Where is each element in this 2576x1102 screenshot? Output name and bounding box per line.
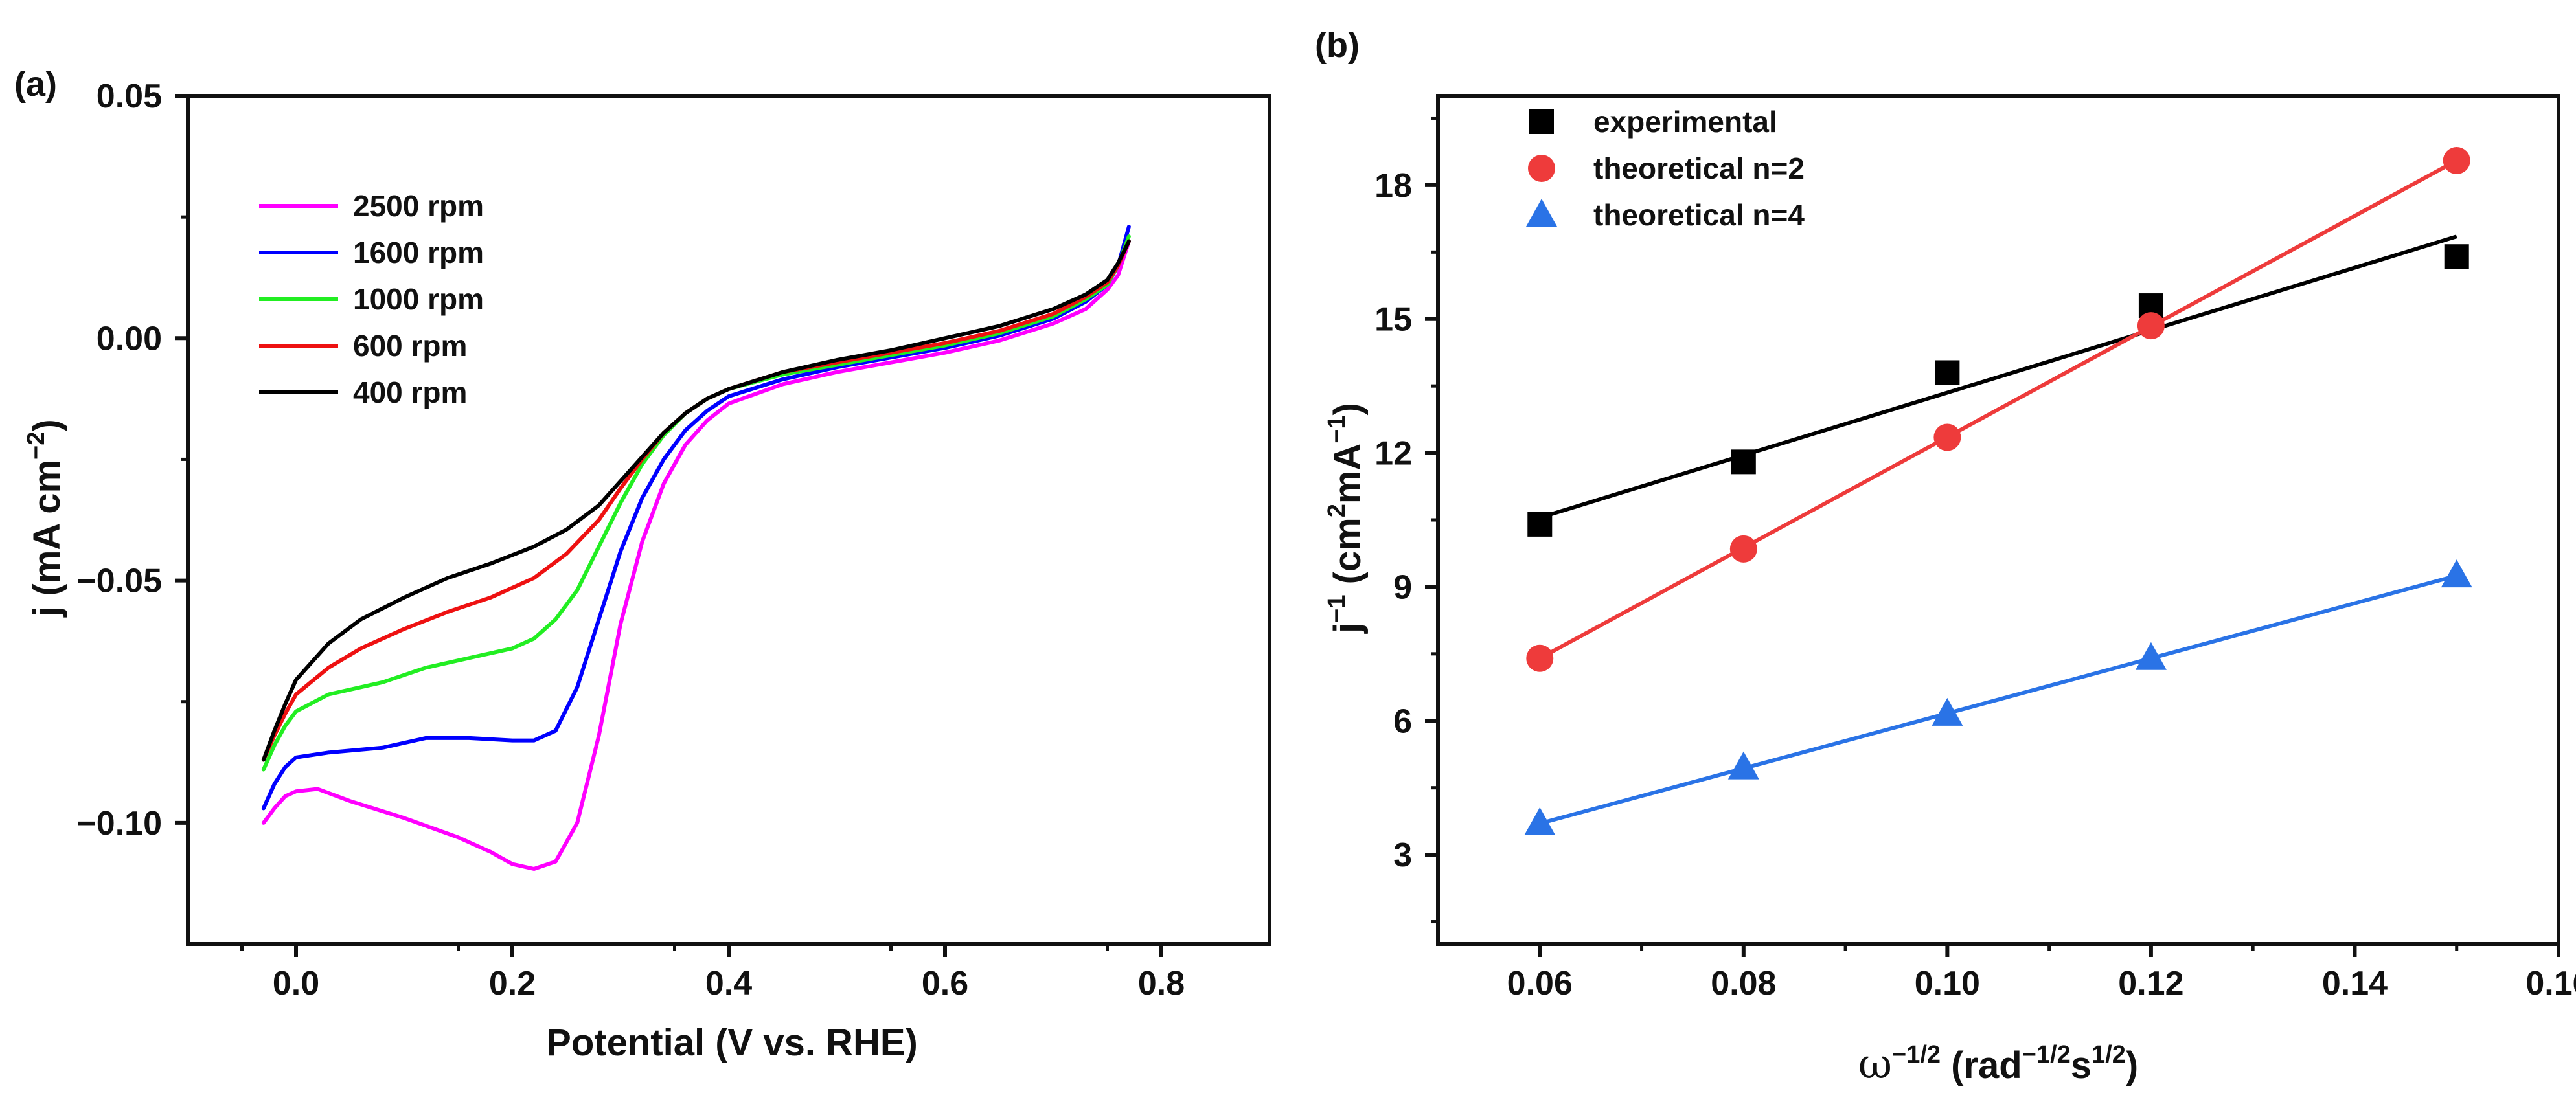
panel-b-y-title-mA-sup: −1 (1323, 415, 1351, 443)
panel-a-ticks: 0.0 0.2 0.4 0.6 0.8 −0.10 −0.05 0.00 0.05 (76, 78, 1185, 1002)
panel-b-point-triangle (2441, 559, 2472, 588)
panel-a-curve-3 (261, 239, 1131, 762)
panel-b-x-title-s-sup: 1/2 (2092, 1041, 2126, 1068)
panel-b-y-title-j: j (1327, 623, 1369, 634)
panel-a-x-tick-label: 0.4 (705, 965, 752, 1002)
panel-b-x-title-omega: ω (1858, 1040, 1892, 1088)
panel-b-x-tick-label: 0.10 (1915, 965, 1980, 1002)
panel-b-x-tick-label: 0.06 (1507, 965, 1573, 1002)
panel-b-y-title-j-sup: −1 (1323, 595, 1351, 623)
panel-a-x-tick-label: 0.6 (922, 965, 968, 1002)
panel-b-fit-line-1 (1538, 159, 2458, 660)
panel-b-point-triangle (1727, 751, 1759, 780)
panel-a-x-tick-label: 0.8 (1138, 965, 1185, 1002)
panel-b-point-square (1935, 360, 1960, 385)
panel-b-point-triangle (2135, 642, 2167, 670)
panel-b-y-tick-label: 18 (1374, 167, 1412, 205)
panel-b-point-circle (1526, 644, 1554, 672)
panel-a-legend-label: 1000 rpm (353, 282, 484, 316)
panel-b-point-circle (2137, 312, 2165, 340)
panel-b-x-tick-label: 0.08 (1711, 965, 1776, 1002)
panel-a-curve-1 (261, 225, 1131, 811)
panel-b-legend-triangle-icon (1526, 199, 1557, 227)
panel-b-x-title-rad-sup: −1/2 (2022, 1041, 2071, 1068)
panel-b-y-title-mA: mA (1327, 444, 1369, 504)
panel-a-y-axis-title: j (mA cm−2) (23, 419, 68, 617)
panel-b-x-title-omega-sup: −1/2 (1892, 1041, 1941, 1068)
panel-b-x-tick-label: 0.14 (2322, 965, 2388, 1002)
panel-a-legend-label: 400 rpm (353, 376, 467, 409)
panel-b-fit-line-2 (1539, 574, 2457, 826)
panel-a-label: (a) (14, 65, 57, 104)
panel-a-y-title-end: ) (26, 419, 68, 431)
panel-a-x-axis-title: Potential (V vs. RHE) (546, 1022, 918, 1064)
panel-a-y-tick-label: −0.10 (76, 805, 162, 842)
panel-b-y-axis-title: j−1 (cm2mA−1) (1323, 403, 1369, 634)
panel-a-y-tick-label: −0.05 (76, 563, 162, 600)
panel-a-series-group (261, 225, 1131, 871)
panel-b-x-tick-label: 0.16 (2525, 965, 2576, 1002)
panel-a-y-title-sup: −2 (23, 432, 50, 460)
panel-b-y-title-cm-sup: 2 (1323, 504, 1351, 517)
panel-a-curve-0 (261, 239, 1131, 871)
panel-b-legend-square-icon (1529, 109, 1554, 134)
panel-b-legend-label: theoretical n=2 (1593, 152, 1805, 185)
panel-b-point-triangle (1524, 807, 1556, 835)
panel-b-x-title-rad: (rad (1941, 1044, 2022, 1086)
panel-b-ticks: 0.06 0.08 0.10 0.12 0.14 0.16 3 6 9 12 15 18 (1374, 116, 2576, 1002)
panel-a-y-tick-label: 0.05 (97, 78, 162, 115)
panel-b-y-tick-label: 6 (1393, 703, 1412, 740)
panel-b-y-tick-label: 12 (1374, 435, 1412, 473)
panel-a-x-tick-label: 0.2 (489, 965, 536, 1002)
panel-b-y-tick-label: 9 (1393, 568, 1412, 606)
panel-b-legend-label: experimental (1593, 105, 1777, 139)
panel-b-point-square (1527, 512, 1553, 537)
panel-a-legend-label: 600 rpm (353, 329, 467, 363)
panel-b-label: (b) (1315, 26, 1360, 65)
panel-b-y-title-cm: (cm (1327, 517, 1369, 594)
panel-b-markers (1524, 146, 2472, 835)
panel-b-legend-circle-icon (1528, 155, 1555, 182)
panel-b-y-title-end: ) (1327, 403, 1369, 415)
panel-b-x-tick-label: 0.12 (2118, 965, 2183, 1002)
panel-a-legend: 2500 rpm 1600 rpm 1000 rpm 600 rpm 400 rpm (259, 189, 484, 409)
panel-b-fit-lines (1538, 159, 2458, 826)
panel-b-point-triangle (1932, 697, 1963, 726)
panel-a-x-tick-label: 0.0 (273, 965, 319, 1002)
panel-b-x-title-end: ) (2126, 1044, 2138, 1086)
panel-a-y-tick-label: 0.00 (97, 320, 162, 357)
panel-b-point-circle (1729, 535, 1757, 563)
panel-a-legend-label: 1600 rpm (353, 236, 484, 269)
panel-b-point-square (1731, 449, 1756, 475)
panel-a: 0.0 0.2 0.4 0.6 0.8 −0.10 −0.05 0.00 0.05 2500 r… (23, 78, 1271, 1064)
panel-b-x-title-s: s (2071, 1044, 2092, 1086)
panel-b-point-circle (1933, 423, 1961, 451)
panel-b-legend-label: theoretical n=4 (1593, 198, 1805, 232)
panel-b-y-tick-label: 3 (1393, 837, 1412, 874)
panel-b-y-tick-label: 15 (1374, 301, 1412, 339)
panel-b-fit-line-0 (1539, 234, 2457, 520)
panel-a-curve-4 (261, 239, 1131, 762)
panel-a-frame (186, 94, 1271, 946)
panel-b-legend: experimental theoretical n=2 theoretical n… (1526, 105, 1805, 232)
panel-b: 0.06 0.08 0.10 0.12 0.14 0.16 3 6 9 12 15 18 experi… (1323, 94, 2576, 1088)
panel-b-x-axis-title: ω−1/2 (rad−1/2s1/2) (1858, 1040, 2138, 1088)
panel-b-point-circle (2443, 146, 2470, 174)
panel-b-point-square (2444, 244, 2469, 269)
panel-a-curve-2 (261, 234, 1131, 772)
panel-a-legend-label: 2500 rpm (353, 189, 484, 223)
panel-a-y-title-main: j (mA cm (26, 460, 68, 618)
